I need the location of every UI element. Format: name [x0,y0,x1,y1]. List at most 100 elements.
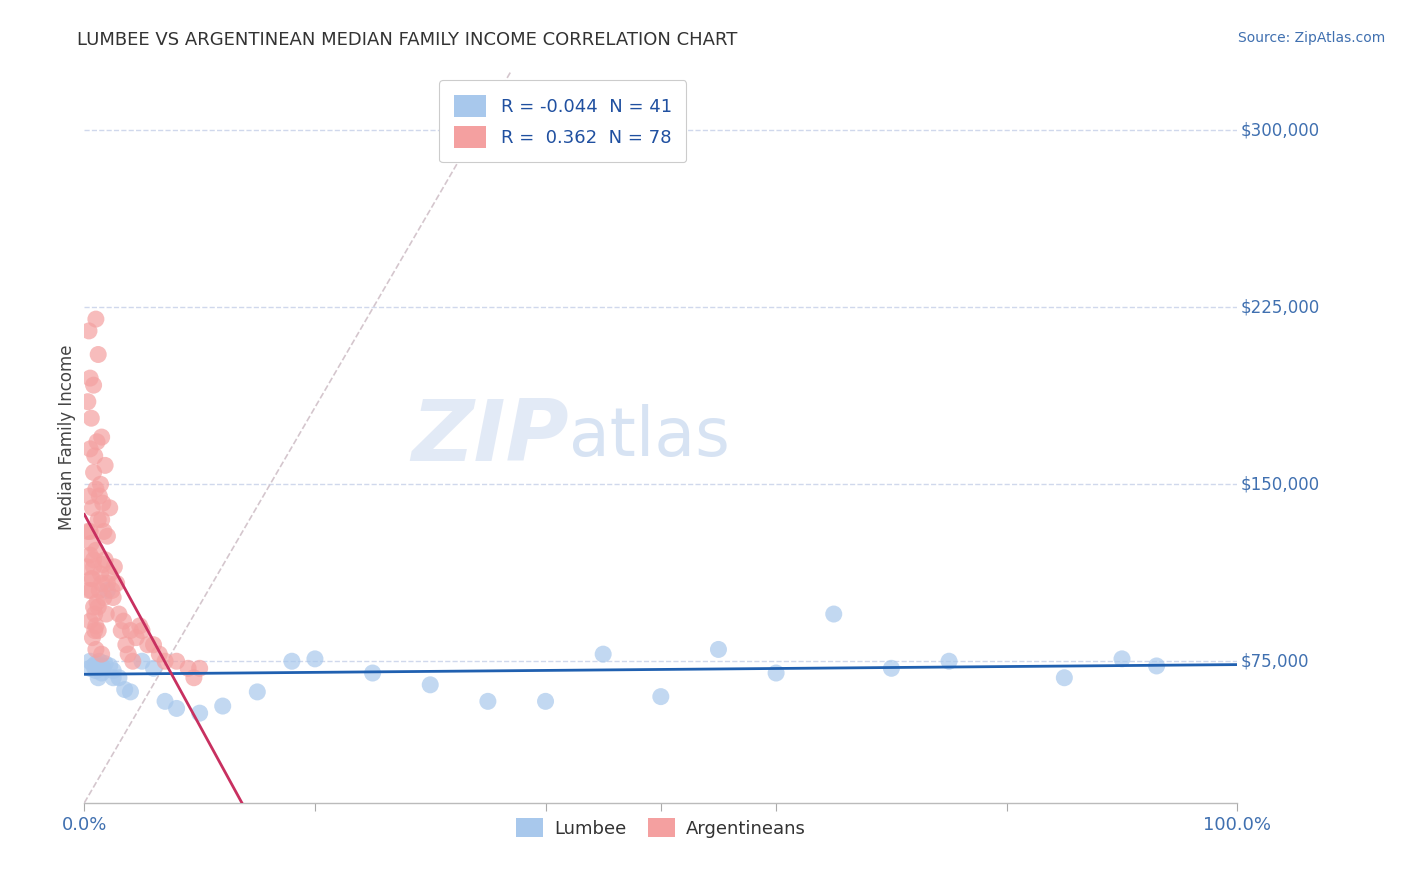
Point [90,513,112,527]
Point [128,619,150,633]
Point [166,654,188,668]
Point [103,591,124,605]
Point [86,595,108,609]
Point [89,489,111,503]
Point [153,654,176,668]
Point [120,624,142,638]
Point [91,496,114,510]
Point [120,685,142,699]
Point [90,576,112,591]
Point [80,411,103,425]
Point [80,583,103,598]
Point [211,699,233,714]
Point [121,654,143,668]
Point [110,624,132,638]
Point [77,489,100,503]
Point [84,619,107,633]
Text: atlas: atlas [568,404,730,470]
Point [103,559,125,574]
Point [148,647,170,661]
Point [82,631,104,645]
Point [93,524,115,539]
Point [142,661,165,675]
Point [83,559,105,574]
Point [592,647,614,661]
Point [823,607,845,621]
Point [84,657,107,671]
Point [79,371,101,385]
Point [84,543,107,558]
Point [94,458,117,473]
Text: $150,000: $150,000 [1240,475,1320,493]
Point [1111,652,1133,666]
Point [880,661,903,675]
Point [166,701,188,715]
Point [131,654,153,668]
Point [112,614,135,628]
Point [91,558,114,572]
Point [246,685,269,699]
Point [79,654,101,668]
Point [188,706,211,720]
Point [79,442,101,456]
Point [87,599,110,614]
Point [83,607,105,621]
Point [361,666,384,681]
Point [76,559,98,574]
Point [83,624,105,638]
Point [80,536,103,550]
Point [79,548,101,562]
Point [1146,659,1168,673]
Point [96,529,118,543]
Text: $225,000: $225,000 [1240,298,1320,317]
Point [98,500,121,515]
Point [419,678,441,692]
Point [84,664,107,678]
Point [79,661,101,675]
Point [83,449,105,463]
Point [83,659,105,673]
Legend: Lumbee, Argentineans: Lumbee, Argentineans [509,811,813,845]
Point [89,654,111,668]
Point [76,524,98,539]
Point [86,434,108,449]
Point [188,661,211,675]
Point [87,671,110,685]
Point [79,524,101,539]
Point [103,664,124,678]
Point [101,583,124,598]
Point [534,694,557,708]
Point [83,553,105,567]
Point [82,572,104,586]
Point [82,500,104,515]
Point [83,599,105,614]
Point [89,583,111,598]
Point [90,666,112,681]
Point [83,466,105,480]
Point [89,477,111,491]
Point [84,312,107,326]
Point [76,394,98,409]
Point [477,694,499,708]
Point [96,607,118,621]
Point [98,659,121,673]
Point [79,614,101,628]
Point [177,661,200,675]
Point [281,654,304,668]
Point [108,607,131,621]
Point [108,671,131,685]
Text: $75,000: $75,000 [1240,652,1309,670]
Point [91,661,114,675]
Point [98,566,121,581]
Point [103,671,124,685]
Y-axis label: Median Family Income: Median Family Income [58,344,76,530]
Point [304,652,326,666]
Point [117,647,139,661]
Point [105,576,128,591]
Point [90,647,112,661]
Point [90,430,112,444]
Point [87,624,110,638]
Point [142,638,165,652]
Point [94,657,117,671]
Point [153,694,176,708]
